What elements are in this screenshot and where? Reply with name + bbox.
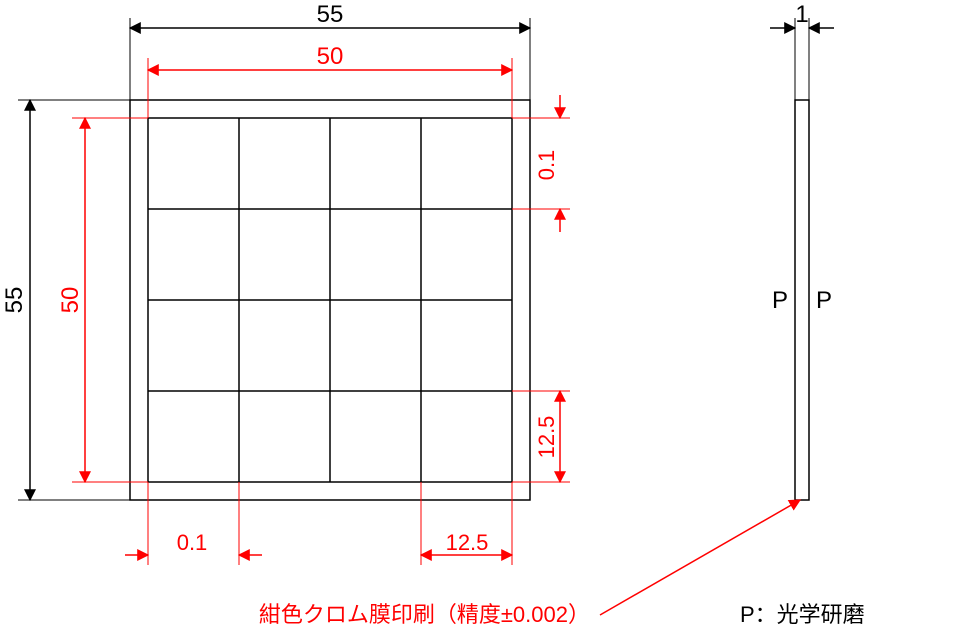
dim-inner-height-value: 50 xyxy=(57,287,84,314)
dim-thickness-value: 1 xyxy=(795,1,808,28)
dim-cell-height: 12.5 xyxy=(512,391,570,482)
dim-outer-height-value: 55 xyxy=(1,287,28,314)
grid-lines xyxy=(148,118,512,482)
dim-cell-width-value: 12.5 xyxy=(446,530,489,555)
dim-outer-width-value: 55 xyxy=(317,1,344,28)
note-coating: 紺色クロム膜印刷（精度±0.002） xyxy=(259,602,590,627)
dim-inner-width-value: 50 xyxy=(317,43,344,70)
dim-line-gap-v: 0.1 xyxy=(512,95,570,232)
dim-line-gap-v-value: 0.1 xyxy=(534,150,559,181)
dim-cell-height-value: 12.5 xyxy=(534,416,559,459)
dim-line-gap-h: 0.1 xyxy=(125,482,262,565)
front-view xyxy=(130,100,530,500)
dim-cell-width: 12.5 xyxy=(421,482,512,565)
side-view: 1 P P xyxy=(600,1,834,615)
p-label-right: P xyxy=(816,287,832,314)
dim-inner-height: 50 xyxy=(57,118,148,482)
dim-inner-width: 50 xyxy=(148,43,512,118)
p-label-left: P xyxy=(772,287,788,314)
dim-line-gap-h-value: 0.1 xyxy=(177,530,208,555)
note-p-legend: P：光学研磨 xyxy=(740,602,865,627)
